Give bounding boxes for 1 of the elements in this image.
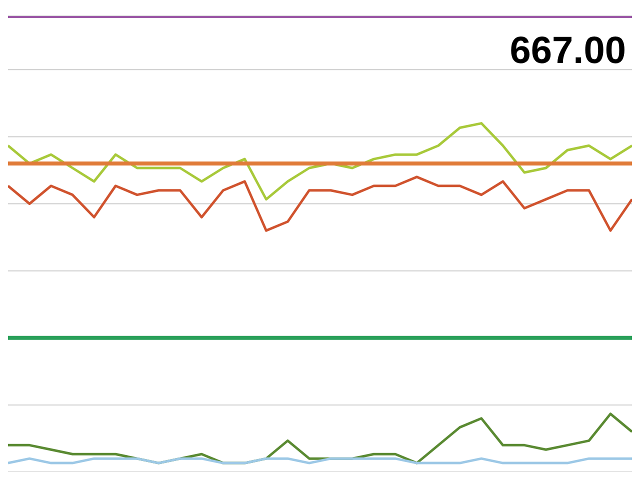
annotation: 667.00: [510, 30, 626, 73]
